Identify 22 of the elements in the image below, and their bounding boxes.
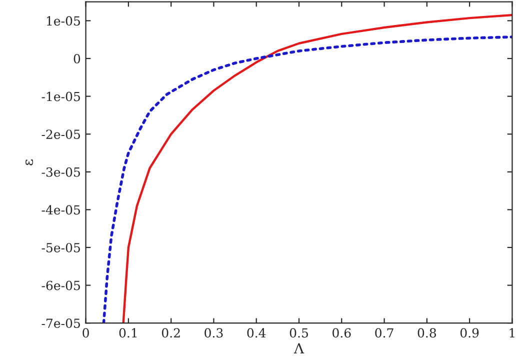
x-tick-label: 0.9 [460, 328, 479, 338]
x-tick-label: 0.6 [332, 328, 351, 338]
x-tick-label: 0.7 [375, 328, 394, 338]
y-tick-label: -2e-05 [42, 130, 80, 140]
x-tick-label: 0.8 [418, 328, 436, 338]
y-tick-label: -3e-05 [42, 167, 80, 177]
x-tick-label: 0.5 [290, 328, 308, 338]
y-tick-label: -5e-05 [42, 242, 80, 252]
y-tick-label: 1e-05 [46, 16, 80, 26]
x-axis-title: Λ [294, 343, 304, 354]
x-tick-label: 0.4 [247, 328, 266, 338]
x-tick-label: 0.2 [162, 328, 180, 338]
y-tick-label: -1e-05 [42, 92, 80, 102]
y-tick-label: -4e-05 [42, 205, 80, 215]
x-tick-label: 1 [510, 328, 514, 338]
x-tick-label: 0.3 [204, 328, 223, 338]
x-tick-label: 0 [82, 328, 89, 338]
y-axis-title: ε [26, 159, 34, 166]
y-tick-label: -7e-05 [42, 318, 80, 328]
y-tick-label: -6e-05 [42, 280, 80, 290]
x-tick-label: 0.1 [119, 328, 137, 338]
y-tick-label: 0 [74, 54, 80, 64]
